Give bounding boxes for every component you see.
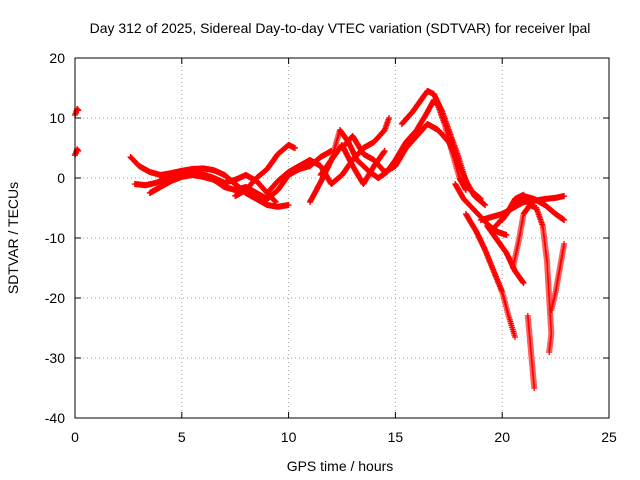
series-s6: [232, 142, 298, 199]
series-s17: [499, 193, 568, 223]
data-marker-path: [72, 106, 82, 118]
y-tick-label: 10: [49, 110, 65, 126]
series-s19: [509, 202, 555, 355]
y-tick-label: 0: [57, 170, 65, 186]
series-s13: [462, 211, 518, 340]
data-marker-path: [398, 88, 489, 208]
data-marker-path: [72, 146, 82, 159]
y-tick-label: -30: [45, 350, 65, 366]
x-tick-label: 25: [601, 429, 617, 445]
grid: [75, 58, 609, 418]
data-marker-path: [548, 241, 568, 313]
x-tick-label: 20: [494, 429, 510, 445]
chart-title: Day 312 of 2025, Sidereal Day-to-day VTE…: [90, 20, 591, 36]
series-s20: [548, 241, 568, 313]
y-tick-labels: -40 -30 -20 -10 0 10 20: [45, 50, 65, 426]
y-tick-label: -10: [45, 230, 65, 246]
y-tick-label: -40: [45, 410, 65, 426]
data-marker-path: [232, 142, 298, 199]
x-axis-label: GPS time / hours: [287, 458, 394, 474]
x-tick-label: 5: [178, 429, 186, 445]
data-series: [72, 88, 568, 391]
series-s12: [452, 181, 510, 238]
series-s18: [524, 313, 538, 391]
axis-ticks: [74, 57, 610, 419]
data-marker-path: [499, 193, 568, 223]
data-marker-path: [452, 181, 510, 238]
x-tick-label: 15: [388, 429, 404, 445]
x-tick-label: 0: [71, 429, 79, 445]
y-tick-label: 20: [49, 50, 65, 66]
x-tick-labels: 0 5 10 15 20 25: [71, 429, 617, 445]
series-s3: [127, 154, 292, 210]
series-s2: [72, 146, 82, 159]
y-tick-label: -20: [45, 290, 65, 306]
series-s11: [398, 88, 489, 208]
data-marker-path: [509, 202, 555, 355]
y-axis-label: SDTVAR / TECUs: [5, 182, 21, 294]
x-tick-label: 10: [281, 429, 297, 445]
data-marker-path: [524, 313, 538, 391]
data-marker-path: [127, 154, 292, 210]
data-marker-path: [462, 211, 518, 340]
series-s1: [72, 106, 82, 118]
